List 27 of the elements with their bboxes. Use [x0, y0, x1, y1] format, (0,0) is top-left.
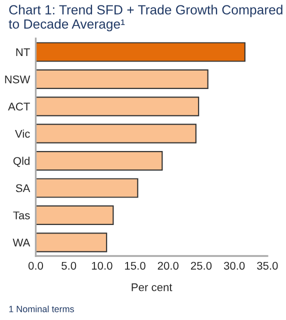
bar: [36, 96, 200, 116]
bar: [36, 42, 246, 62]
chart-title: Chart 1: Trend SFD + Trade Growth Compared to Decade Average¹: [8, 4, 282, 32]
y-tick-label: Tas: [13, 212, 30, 220]
text: 1 Nominal terms: [9, 306, 74, 312]
x-tick-label: 25.0: [190, 262, 212, 270]
bar: [36, 178, 138, 198]
x-tick-label: 35.0: [257, 262, 278, 270]
bar: [36, 232, 108, 252]
x-tick-label: 5.0: [62, 262, 76, 270]
x-tick-label: 10.0: [92, 262, 112, 270]
y-tick-label: Qld: [13, 156, 30, 167]
bar: [36, 205, 114, 226]
y-tick-label: NSW: [5, 75, 30, 84]
x-tick-label: 0.0: [28, 262, 44, 270]
y-tick-label: Vic: [15, 130, 30, 138]
x-tick-label: 20.0: [158, 262, 179, 270]
x-tick-label: 15.0: [125, 262, 146, 270]
y-tick-label: SA: [16, 184, 30, 192]
bar: [36, 124, 196, 144]
x-axis-title: Per cent: [132, 283, 172, 292]
y-tick-label: NT: [16, 48, 30, 56]
y-tick-label: WA: [12, 238, 30, 246]
x-tick-label: 30.0: [224, 262, 245, 270]
bar: [36, 150, 163, 171]
bar: [36, 69, 208, 90]
y-tick-label: ACT: [8, 102, 30, 111]
